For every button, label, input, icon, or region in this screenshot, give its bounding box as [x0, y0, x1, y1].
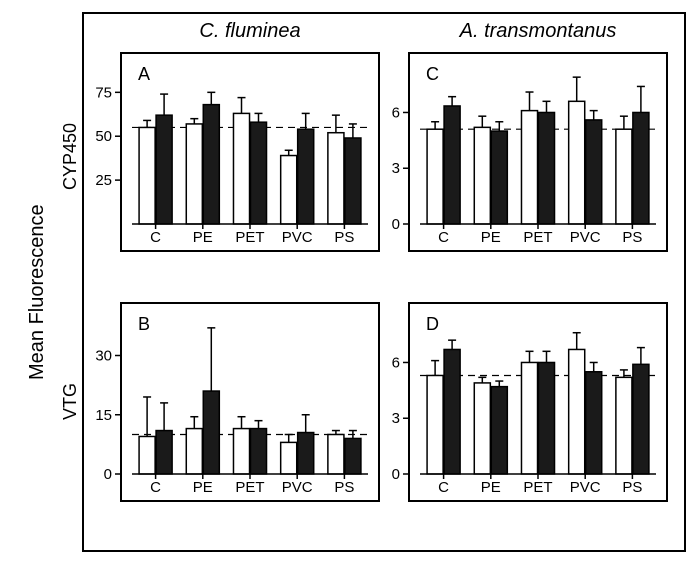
y-tick-label: 6 — [392, 104, 400, 121]
bar-filled — [586, 372, 602, 474]
y-tick-label: 0 — [392, 216, 400, 233]
x-tick-label: C — [150, 229, 161, 246]
x-tick-label: PE — [193, 229, 213, 246]
bar-open — [139, 127, 155, 224]
bar-filled — [586, 120, 602, 224]
x-tick-label: PVC — [570, 229, 601, 246]
bar-open — [328, 133, 344, 224]
x-tick-label: PET — [523, 479, 552, 496]
bar-open — [474, 383, 490, 474]
bar-filled — [633, 364, 649, 474]
bar-filled — [298, 129, 314, 224]
bar-open — [616, 377, 632, 474]
x-tick-label: PE — [481, 479, 501, 496]
bar-filled — [298, 433, 314, 474]
panel-label: B — [138, 314, 150, 334]
bar-open — [569, 101, 585, 224]
y-tick-label: 0 — [392, 466, 400, 483]
figure-root: Mean Fluorescence CYP450 VTG C. fluminea… — [0, 0, 700, 565]
row-title-vtg: VTG — [60, 383, 81, 420]
y-tick-label: 75 — [95, 84, 112, 101]
bar-filled — [156, 431, 172, 474]
x-tick-label: PS — [334, 479, 354, 496]
bar-open — [281, 442, 297, 474]
x-tick-label: C — [150, 479, 161, 496]
y-tick-label: 3 — [392, 410, 400, 427]
bar-open — [328, 435, 344, 475]
bar-filled — [203, 391, 219, 474]
y-tick-label: 0 — [104, 466, 112, 483]
bar-filled — [156, 115, 172, 224]
x-tick-label: PET — [235, 479, 264, 496]
bar-open — [233, 429, 249, 474]
bar-open — [186, 429, 202, 474]
bar-filled — [250, 122, 266, 224]
bar-open — [569, 349, 585, 474]
bar-open — [521, 362, 537, 474]
y-tick-label: 50 — [95, 128, 112, 145]
col-title-left: C. fluminea — [120, 20, 380, 43]
bar-filled — [491, 131, 507, 224]
panel-label: D — [426, 314, 439, 334]
bar-filled — [538, 112, 554, 224]
row-title-cyp450: CYP450 — [60, 123, 81, 190]
y-axis-title: Mean Fluorescence — [26, 204, 49, 380]
x-tick-label: PET — [235, 229, 264, 246]
x-tick-label: PVC — [282, 229, 313, 246]
x-tick-label: PS — [622, 479, 642, 496]
bar-filled — [203, 105, 219, 224]
panel-d: CPEPETPVCPS036D — [408, 302, 668, 502]
x-tick-label: PVC — [570, 479, 601, 496]
bar-open — [427, 129, 443, 224]
x-tick-label: PE — [193, 479, 213, 496]
y-tick-label: 30 — [95, 348, 112, 365]
panel-label: A — [138, 64, 150, 84]
bar-filled — [538, 362, 554, 474]
bar-filled — [345, 138, 361, 224]
bar-filled — [491, 387, 507, 474]
bar-open — [281, 156, 297, 224]
bar-filled — [345, 438, 361, 474]
bar-open — [233, 113, 249, 224]
bar-open — [427, 375, 443, 474]
x-tick-label: PET — [523, 229, 552, 246]
panel-label: C — [426, 64, 439, 84]
col-title-right: A. transmontanus — [408, 20, 668, 43]
y-tick-label: 6 — [392, 354, 400, 371]
bar-open — [139, 436, 155, 474]
x-tick-label: PVC — [282, 479, 313, 496]
bar-open — [474, 127, 490, 224]
x-tick-label: PS — [334, 229, 354, 246]
bar-filled — [444, 349, 460, 474]
bar-filled — [633, 112, 649, 224]
bar-filled — [444, 106, 460, 224]
y-tick-label: 25 — [95, 172, 112, 189]
x-tick-label: PS — [622, 229, 642, 246]
panel-c: CPEPETPVCPS036C — [408, 52, 668, 252]
bar-open — [521, 111, 537, 224]
y-tick-label: 3 — [392, 160, 400, 177]
y-tick-label: 15 — [95, 407, 112, 424]
bar-open — [616, 129, 632, 224]
bar-open — [186, 124, 202, 224]
x-tick-label: C — [438, 479, 449, 496]
x-tick-label: C — [438, 229, 449, 246]
panel-a: CPEPETPVCPS255075A — [120, 52, 380, 252]
bar-filled — [250, 429, 266, 474]
x-tick-label: PE — [481, 229, 501, 246]
panel-b: CPEPETPVCPS01530B — [120, 302, 380, 502]
